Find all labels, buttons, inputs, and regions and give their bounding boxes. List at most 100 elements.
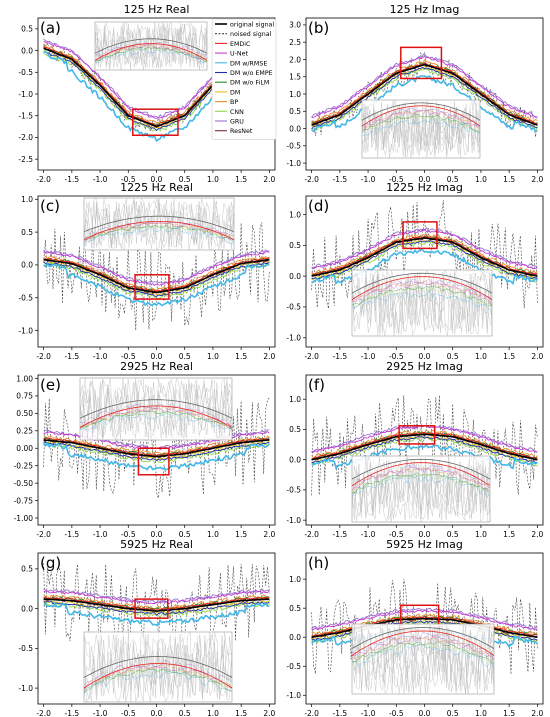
y-tick-label: 0.5 [21,228,33,237]
x-tick-label: -0.5 [389,175,404,184]
legend-item: GRU [215,119,244,126]
series-gru [311,607,538,630]
series-empe [311,66,538,130]
x-tick-label: -1.0 [93,352,108,361]
x-tick-label: 1.0 [475,709,487,717]
series-noised-signal [43,41,270,133]
x-tick-label: 2.0 [263,175,275,184]
x-tick-label: 2.0 [263,352,275,361]
inset-noised-signal [352,626,494,694]
inset-series-film [95,46,207,63]
x-tick-label: 1.0 [207,352,219,361]
panel-f: 2925 Hz Imag -2.0 -1.5 -1.0 -0.5 0.0 0.5 1.0 1.5… [286,360,543,539]
inset-noised-signal [84,632,232,702]
y-tick-label: 0.0 [289,124,301,133]
y-tick-label: -0.5 [286,142,301,151]
x-tick-label: 1.0 [207,530,219,539]
inset-series-emdic [80,405,232,428]
x-tick-label: 0.0 [419,530,431,539]
panel-label: (b) [308,19,329,37]
y-tick-label: 0.0 [289,633,301,642]
inset-plot [352,456,490,522]
series-dm-rmse [311,443,538,471]
x-tick-label: 0.0 [151,175,163,184]
zoom-box [134,274,170,300]
legend-label: DM w/o EMPE [230,70,273,77]
y-tick-label: 1.0 [289,575,301,584]
y-tick-label: -1.0 [286,516,301,525]
x-tick-label: 2.0 [531,352,543,361]
y-tick-label: 0.5 [289,107,301,116]
inset-series-rmse [352,474,490,498]
x-tick-label: 1.5 [235,352,247,361]
y-tick-label: 0.00 [16,444,33,453]
x-tick-label: -0.5 [121,709,136,717]
series-dm [43,260,270,296]
series-emdic [311,235,538,275]
inset-noised-signal [352,625,494,694]
x-tick-label: -1.0 [361,175,376,184]
series-unet [311,229,538,270]
inset-series-rmse [352,644,494,669]
series-empe [43,261,270,297]
panel-b: 125 Hz Imag -2.0 -1.5 -1.0 -0.5 0.0 0.5 1.0 1.5 2… [286,3,543,184]
panel-title: 125 Hz Real [124,3,190,16]
x-tick-label: 0.0 [151,709,163,717]
x-tick-label: 1.5 [503,530,515,539]
y-tick-label: 1.5 [289,73,301,82]
x-tick-label: 2.0 [263,709,275,717]
y-tick-label: 0.0 [21,604,33,613]
inset-noised-signal [80,379,232,440]
x-tick-label: 0.5 [179,530,191,539]
legend: original signal noised signal EMDiC U-Net DM… [211,18,277,140]
series-cnn [311,241,538,283]
legend-item: CNN [215,109,244,116]
inset-noised-signal [362,100,480,158]
series-original-signal [43,598,270,612]
zoom-box [134,598,169,619]
inset-noised-signal [352,626,494,694]
inset-noised-signal [352,624,494,694]
x-tick-label: -0.5 [389,709,404,717]
x-tick-label: 0.5 [179,352,191,361]
panel-c: 1225 Hz Real -2.0 -1.5 -1.0 -0.5 0.0 0.5 1.0 1.5… [18,181,275,361]
legend-item: BP [215,99,238,106]
inset-series-gru [352,278,492,302]
inset-series-emdic [95,43,207,61]
inset-series-original-signal [95,38,207,54]
series-dm-rmse [43,601,270,626]
inset-series-bp [84,663,232,691]
legend-item: DM [215,89,240,96]
legend-item: DM w/o EMPE [215,70,273,77]
series-unet [43,590,270,605]
plot-area [311,200,538,309]
x-tick-label: -1.5 [333,175,348,184]
inset-noised-signal [352,271,492,336]
inset-series-original-signal [80,399,232,419]
series-bp [43,254,270,292]
inset-noised-signal [84,632,232,702]
inset-series-bp [352,468,490,491]
series-dm-rmse [43,261,270,307]
inset-noised-signal [95,22,207,70]
series-original-signal [311,237,538,277]
y-tick-label: -2.5 [18,155,33,164]
inset-series-emdic [352,276,492,301]
inset-series-emdic [352,630,494,656]
series-unet [311,55,538,119]
series-emdic [43,596,270,611]
panel-label: (g) [40,554,61,572]
inset-noised-signal [84,200,234,250]
inset-noised-signal [352,270,492,336]
series-empe [43,600,270,616]
legend-label: EMDiC [230,41,251,48]
zoom-inset [79,377,233,441]
series-original-signal [43,439,270,458]
x-tick-label: 1.0 [475,530,487,539]
x-tick-label: 1.0 [475,175,487,184]
inset-plot [95,22,207,70]
x-tick-label: -1.5 [65,530,80,539]
series-noised-signal [43,222,270,331]
x-tick-label: -1.0 [93,530,108,539]
inset-series-film [352,472,490,494]
